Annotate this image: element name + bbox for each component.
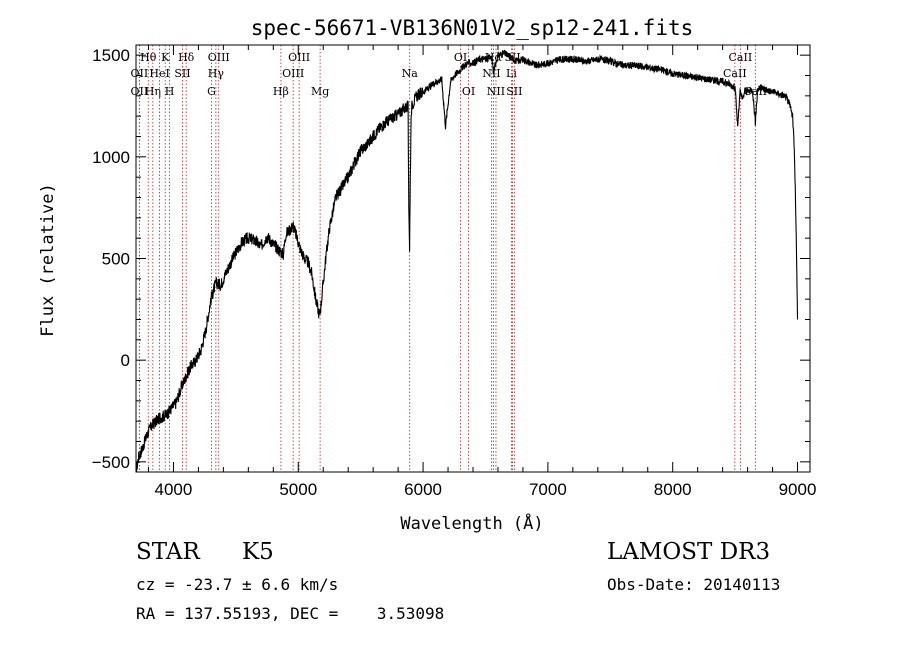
line-marker-label: Hβ [273,85,289,98]
spectral-subclass: K5 [242,539,274,565]
x-tick-label: 6000 [404,480,442,499]
axis-ticks [136,45,810,472]
y-tick-label: 500 [102,250,130,269]
line-marker-label: H [165,85,175,98]
coordinates-text: RA = 137.55193, DEC = 3.53098 [136,604,445,623]
x-axis-label: Wavelength (Å) [400,512,543,534]
obs-date-text: Obs-Date: 20140113 [607,575,781,594]
y-tick-label: 0 [121,351,130,370]
line-marker-label: Hη [145,85,161,98]
x-tick-label: 8000 [654,480,692,499]
line-marker-label: HeI [149,67,169,80]
line-marker-label: OII [131,85,149,98]
redshift-text: cz = -23.7 ± 6.6 km/s [136,575,339,594]
line-marker-label: OI [462,85,475,98]
x-tick-label: 5000 [279,480,317,499]
line-marker-label: NII [482,67,500,80]
line-marker-label: CaII [729,51,753,64]
line-marker-label: Hδ [178,51,195,64]
line-marker-label: CaII [723,67,747,80]
y-tick-label: 1500 [92,46,130,65]
x-tick-label: 4000 [155,480,193,499]
line-marker-label: Na [402,67,419,80]
y-tick-label: −500 [92,453,130,472]
axis-tick-labels: 4000 5000 6000 7000 8000 9000 −500 0 500 1000 1500 [92,46,817,499]
line-marker-label: NII [487,85,505,98]
line-marker-label: OI [454,51,467,64]
survey-name: LAMOST DR3 [607,539,771,565]
y-axis-label: Flux (relative) [38,183,58,337]
line-marker-label: Li [506,67,517,80]
line-marker-label: SII [506,85,522,98]
line-marker-label: K [161,51,170,64]
chart-title: spec-56671-VB136N01V2_sp12-241.fits [251,16,694,40]
line-marker-label: Hγ [208,67,225,80]
object-type: STAR [136,539,200,565]
line-marker-label: Mg [311,85,329,98]
x-tick-label: 7000 [529,480,567,499]
line-marker-label: SII [174,67,190,80]
line-marker-label: G [207,85,216,98]
line-marker-label: OIII [288,51,310,64]
line-marker-label: OIII [282,67,304,80]
y-tick-label: 1000 [92,148,130,167]
line-marker-label: Hθ [140,51,157,64]
line-marker-label: OIII [208,51,230,64]
x-tick-label: 9000 [779,480,817,499]
plot-frame [135,44,811,473]
spectrum-line [135,49,799,473]
